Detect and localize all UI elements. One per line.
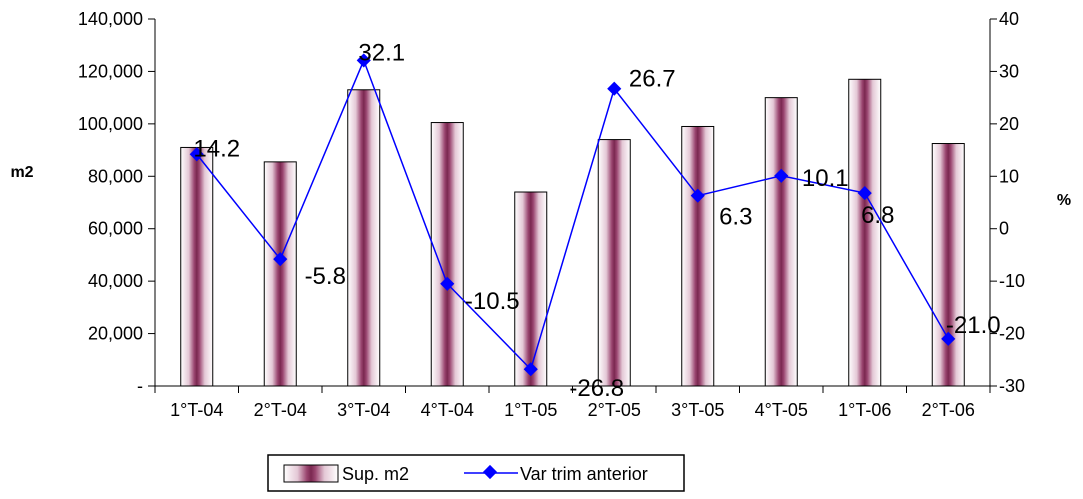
x-tick-label: 1°T-06 xyxy=(838,400,891,420)
line-point xyxy=(356,53,371,68)
x-tick-label: 1°T-05 xyxy=(504,400,557,420)
x-tick-label: 2°T-05 xyxy=(588,400,641,420)
y-right-tick-label: 20 xyxy=(999,114,1019,134)
data-label: 14.2 xyxy=(193,135,240,162)
axes: - 20,000 40,000 60,000 80,000 100,000 120,000 1… xyxy=(78,9,1025,420)
bar xyxy=(764,97,798,387)
line-point xyxy=(189,147,204,162)
line-point xyxy=(273,252,288,267)
x-tick-label: 1°T-04 xyxy=(170,400,223,420)
y-right-tick-label: -30 xyxy=(999,376,1025,396)
y-right-tick-label: 30 xyxy=(999,61,1019,81)
y-right-tick-label: -20 xyxy=(999,324,1025,344)
line-series xyxy=(189,53,956,377)
y-right-tick-label: -10 xyxy=(999,271,1025,291)
data-label: 6.3 xyxy=(719,204,752,231)
bar-series xyxy=(180,78,965,387)
line-point xyxy=(774,168,789,183)
line-point xyxy=(941,331,956,346)
data-label: -26.8 xyxy=(569,375,624,402)
legend-line-marker xyxy=(482,464,498,480)
data-label: -10.5 xyxy=(465,288,520,315)
legend: Sup. m2 Var trim anterior xyxy=(267,454,685,492)
bar xyxy=(347,89,381,387)
data-label: 6.8 xyxy=(861,202,894,229)
x-tick-label: 2°T-06 xyxy=(922,400,975,420)
y-left-tick-label: 100,000 xyxy=(78,114,143,134)
legend-bar-label: Sup. m2 xyxy=(342,464,409,484)
legend-line-label: Var trim anterior xyxy=(520,464,648,484)
data-label: -5.8 xyxy=(305,263,346,290)
series-line xyxy=(196,58,949,371)
y-right-axis-title: % xyxy=(1057,192,1071,209)
x-tick-label: 3°T-05 xyxy=(671,400,724,420)
y-left-tick-label: - xyxy=(137,376,143,396)
bar xyxy=(180,146,214,387)
bar xyxy=(848,78,882,387)
bar xyxy=(514,191,548,387)
bar xyxy=(931,143,965,387)
data-label: -21.0 xyxy=(946,312,1001,339)
y-left-tick-label: 40,000 xyxy=(88,271,143,291)
y-left-axis-title: m2 xyxy=(10,164,33,181)
data-labels: 14.2 -5.8 32.1 -10.5 -26.8 26.7 6.3 10.1 6.8 -21.… xyxy=(193,39,1000,402)
x-tick-label: 3°T-04 xyxy=(337,400,390,420)
x-tick-label: 4°T-04 xyxy=(421,400,474,420)
data-label: 26.7 xyxy=(629,66,676,93)
y-right-tick-label: 10 xyxy=(999,166,1019,186)
y-right-tick-label: 40 xyxy=(999,9,1019,29)
line-point xyxy=(523,362,538,377)
y-left-tick-label: 80,000 xyxy=(88,166,143,186)
bar xyxy=(597,139,631,387)
y-left-tick-label: 140,000 xyxy=(78,9,143,29)
line-point xyxy=(440,276,455,291)
y-left-tick-label: 60,000 xyxy=(88,219,143,239)
line-point xyxy=(690,188,705,203)
line-point xyxy=(607,81,622,96)
y-left-tick-label: 120,000 xyxy=(78,61,143,81)
data-label: 10.1 xyxy=(802,165,849,192)
bar xyxy=(681,125,715,387)
y-right-tick-label: 0 xyxy=(999,219,1009,239)
x-tick-label: 4°T-05 xyxy=(755,400,808,420)
line-point xyxy=(857,185,872,201)
x-tick-label: 2°T-04 xyxy=(254,400,307,420)
bar xyxy=(263,161,297,387)
data-label: 32.1 xyxy=(358,39,405,66)
legend-bar-swatch xyxy=(283,464,339,483)
y-left-tick-label: 20,000 xyxy=(88,324,143,344)
